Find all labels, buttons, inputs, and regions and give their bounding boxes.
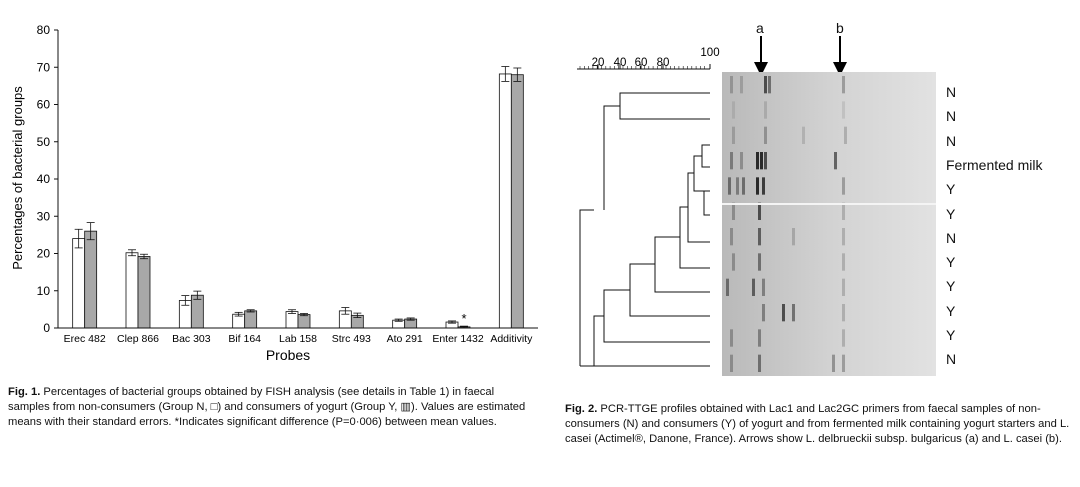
- caption-label: Fig. 2.: [565, 403, 598, 415]
- y-axis-label: Percentages of bacterial groups: [10, 86, 25, 270]
- error-bar: [193, 290, 202, 300]
- error-bar: [74, 228, 83, 249]
- y-tick-label: 0: [43, 321, 50, 335]
- figure-2-caption: Fig. 2. PCR-TTGE profiles obtained with …: [565, 402, 1077, 447]
- caption-text: Percentages of bacterial groups obtained…: [8, 386, 526, 428]
- caption-text: PCR-TTGE profiles obtained with Lac1 and…: [565, 403, 1070, 445]
- y-tick-label: 70: [37, 60, 51, 74]
- bar: [285, 311, 299, 329]
- ttge-gel-image: [722, 72, 936, 376]
- error-bar: [234, 311, 243, 317]
- x-axis-label: Probes: [266, 347, 310, 360]
- error-bar: [394, 318, 403, 322]
- lane-label: N: [946, 229, 957, 246]
- error-bar: [288, 309, 296, 314]
- dendrogram-branches: [579, 92, 710, 367]
- error-bar: [140, 253, 148, 260]
- x-tick-label: Bac 303: [172, 333, 211, 345]
- scale-tick-label: 20: [592, 57, 605, 69]
- bar: [297, 314, 311, 329]
- bars: *: [72, 66, 524, 329]
- similarity-scale: 20 40 60 80 100: [579, 47, 720, 69]
- x-axis: Erec 482 Clep 866 Bac 303 Bif 164 Lab 158 Str…: [58, 327, 538, 345]
- x-tick-label: Additivity: [490, 333, 533, 345]
- lane-label: Y: [946, 254, 956, 271]
- error-bar: [513, 67, 522, 82]
- error-bar: [246, 309, 255, 313]
- lane-label: Y: [946, 181, 956, 198]
- scale-tick-label: 80: [657, 57, 670, 69]
- y-axis: 0 10 20 30 40 50 60 70 80: [37, 23, 59, 335]
- bar: [84, 230, 98, 329]
- x-tick-label: Strc 493: [332, 333, 371, 345]
- lane-label: N: [946, 132, 957, 149]
- caption-label: Fig. 1.: [8, 386, 41, 398]
- bar: [137, 256, 151, 329]
- lane-label: Y: [946, 302, 956, 319]
- error-bar: [341, 307, 350, 315]
- lane-label: N: [946, 108, 957, 125]
- x-tick-label: Clep 866: [117, 333, 159, 345]
- bar: [244, 310, 258, 329]
- figure-1-caption: Fig. 1. Percentages of bacterial groups …: [8, 385, 528, 430]
- error-bar: [181, 295, 190, 306]
- scale-tick-label: 40: [614, 57, 627, 69]
- y-tick-label: 50: [37, 135, 51, 149]
- lane-label: Y: [946, 327, 956, 343]
- arrow-label-b: b: [836, 20, 844, 36]
- arrow-down-icon: [754, 36, 768, 76]
- arrow-label-a: a: [756, 20, 764, 36]
- x-tick-label: Enter 1432: [432, 333, 484, 345]
- error-bar: [128, 249, 136, 257]
- bar: [125, 252, 139, 329]
- lane-label: Y: [946, 205, 956, 222]
- y-tick-label: 10: [37, 284, 51, 298]
- error-bar: [86, 222, 95, 241]
- y-tick-label: 20: [37, 247, 51, 261]
- lane-label: N: [946, 351, 957, 368]
- lane-label: Y: [946, 278, 956, 295]
- x-tick-label: Erec 482: [64, 333, 106, 345]
- significance-marker: *: [461, 311, 466, 326]
- band-arrows: [754, 36, 847, 76]
- y-tick-label: 60: [37, 98, 51, 112]
- bar: [190, 294, 204, 329]
- y-tick-label: 80: [37, 23, 51, 37]
- error-bar: [353, 312, 362, 318]
- x-tick-label: Lab 158: [279, 333, 317, 345]
- dendrogram: 20 40 60 80 100: [577, 47, 720, 367]
- x-tick-label: Bif 164: [228, 333, 261, 345]
- error-bar: [300, 313, 308, 317]
- error-bar: [406, 317, 415, 321]
- error-bar: [448, 320, 456, 324]
- bar-chart: 0 10 20 30 40 50 60 70 80 * Erec 482 Clep 866 Bac …: [10, 23, 538, 360]
- bar: [72, 238, 86, 329]
- error-bar: [501, 66, 510, 82]
- lane-label: N: [946, 84, 957, 100]
- bar: [498, 73, 512, 329]
- y-tick-label: 40: [37, 172, 51, 186]
- x-tick-label: Ato 291: [387, 333, 423, 345]
- bar: [510, 74, 524, 329]
- scale-tick-label: 100: [700, 47, 719, 59]
- y-tick-label: 30: [37, 209, 51, 223]
- arrow-down-icon: [833, 36, 847, 76]
- lane-label: Fermented milk: [946, 156, 1043, 173]
- scale-tick-label: 60: [635, 57, 648, 69]
